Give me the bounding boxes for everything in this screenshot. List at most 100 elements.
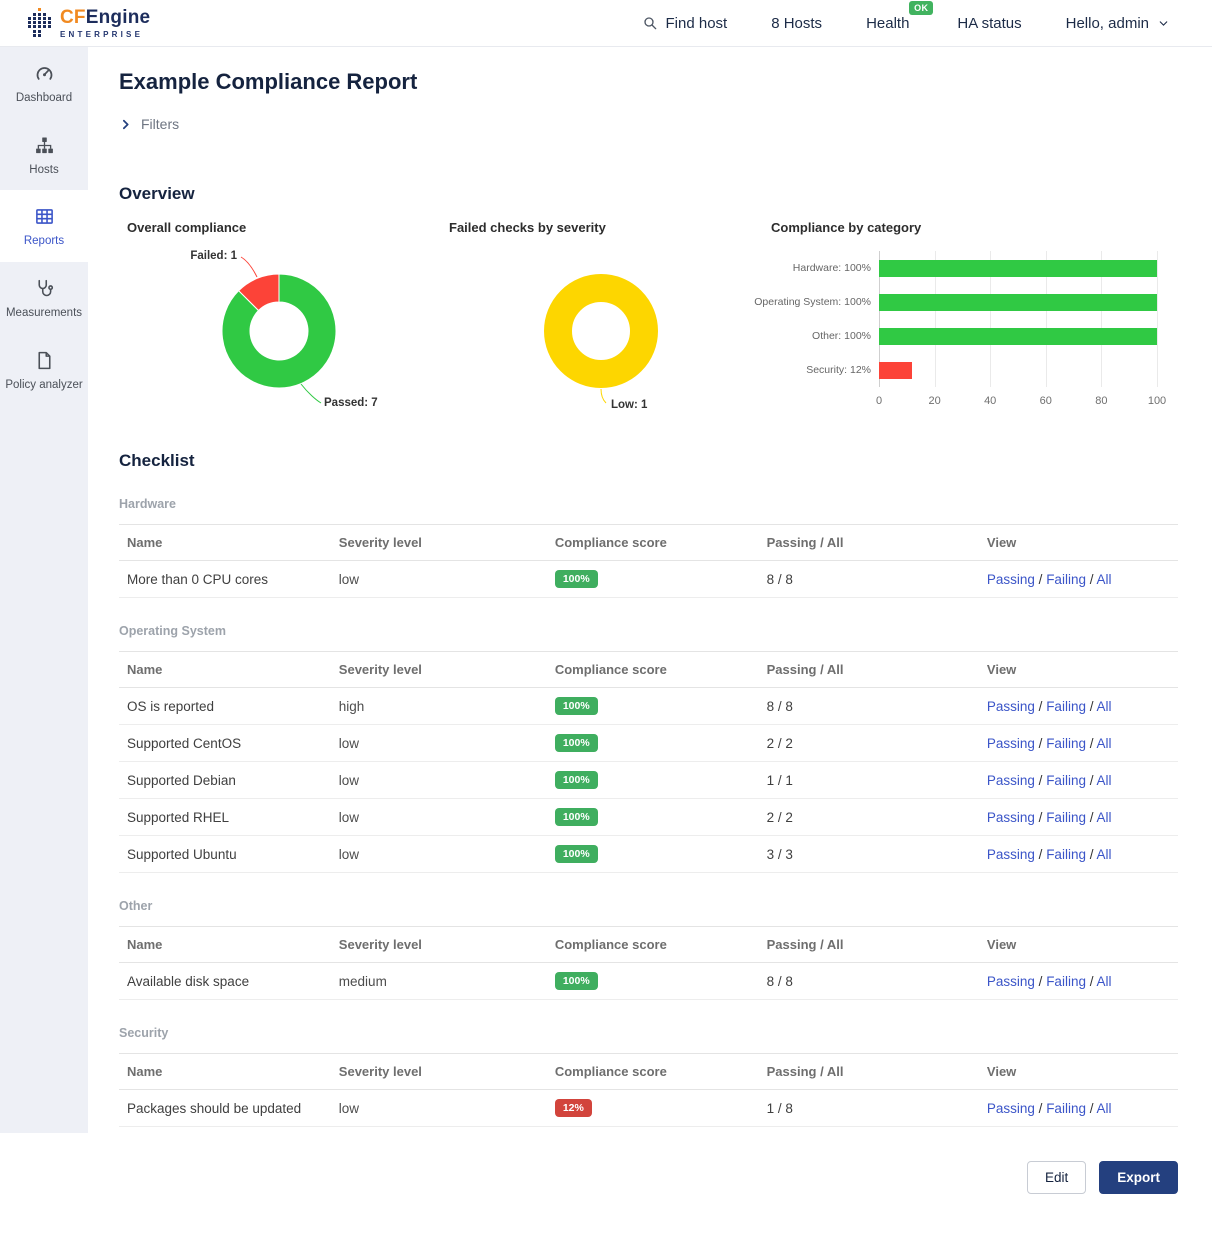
hbar-row <box>879 319 1157 353</box>
ha-status-link[interactable]: HA status <box>957 15 1021 32</box>
view-passing-link[interactable]: Passing <box>987 736 1035 751</box>
passing-all-cell: 2 / 2 <box>759 799 979 836</box>
passing-all-cell: 3 / 3 <box>759 836 979 873</box>
view-failing-link[interactable]: Failing <box>1046 810 1086 825</box>
view-all-link[interactable]: All <box>1096 810 1111 825</box>
chevron-down-icon <box>1157 17 1170 30</box>
view-passing-link[interactable]: Passing <box>987 699 1035 714</box>
column-header-severity-level: Severity level <box>331 1054 547 1090</box>
table-row: Packages should be updatedlow12%1 / 8Pas… <box>119 1090 1178 1127</box>
x-axis-tick-label: 60 <box>1040 395 1052 407</box>
hbar-category-label: Hardware: 100% <box>765 251 871 285</box>
passing-all-cell: 2 / 2 <box>759 725 979 762</box>
view-passing-link[interactable]: Passing <box>987 810 1035 825</box>
view-all-link[interactable]: All <box>1096 974 1111 989</box>
hosts-count-link[interactable]: 8 Hosts <box>771 15 822 32</box>
column-header-severity-level: Severity level <box>331 525 547 561</box>
export-button[interactable]: Export <box>1099 1161 1178 1194</box>
compliance-score-cell: 100% <box>547 963 759 1000</box>
view-all-link[interactable]: All <box>1096 847 1111 862</box>
cfengine-logo[interactable]: CFEngine ENTERPRISE <box>28 8 150 39</box>
group-label: Other <box>119 899 1178 913</box>
view-passing-link[interactable]: Passing <box>987 773 1035 788</box>
sidebar-item-reports[interactable]: Reports <box>0 190 88 262</box>
check-name-cell: Supported RHEL <box>119 799 331 836</box>
health-link[interactable]: Health OK <box>866 15 913 32</box>
severity-cell: low <box>331 836 547 873</box>
view-all-link[interactable]: All <box>1096 736 1111 751</box>
gridline <box>1157 251 1158 387</box>
donut-callout-label: Failed: 1 <box>190 250 237 262</box>
checklist-heading: Checklist <box>119 451 1178 471</box>
view-passing-link[interactable]: Passing <box>987 1101 1035 1116</box>
find-host-search[interactable]: Find host <box>642 15 728 32</box>
view-failing-link[interactable]: Failing <box>1046 572 1086 587</box>
view-passing-link[interactable]: Passing <box>987 572 1035 587</box>
checklist-table: NameSeverity levelCompliance scorePassin… <box>119 926 1178 1000</box>
view-passing-link[interactable]: Passing <box>987 974 1035 989</box>
filters-label: Filters <box>141 116 179 132</box>
compliance-score-badge: 100% <box>555 808 598 826</box>
severity-cell: low <box>331 725 547 762</box>
x-axis-ticks: 020406080100 <box>879 395 1157 411</box>
x-axis-tick-label: 40 <box>984 395 996 407</box>
column-header-compliance-score: Compliance score <box>547 525 759 561</box>
sidebar: DashboardHostsReports Measurements Policy … <box>0 47 88 1133</box>
column-header-name: Name <box>119 927 331 963</box>
bar-operating-system[interactable] <box>879 294 1157 311</box>
view-all-link[interactable]: All <box>1096 773 1111 788</box>
checklist-group-other: Other NameSeverity levelCompliance scoreP… <box>119 899 1178 1000</box>
view-all-link[interactable]: All <box>1096 699 1111 714</box>
edit-button[interactable]: Edit <box>1027 1161 1086 1194</box>
hbar-plot-area: 020406080100 <box>879 251 1157 411</box>
sidebar-item-label: Measurements <box>6 307 82 320</box>
callout-connector <box>601 389 606 403</box>
column-header-view: View <box>979 1054 1178 1090</box>
chart-title: Overall compliance <box>127 220 441 235</box>
column-header-passing-all: Passing / All <box>759 525 979 561</box>
group-label: Operating System <box>119 624 1178 638</box>
view-passing-link[interactable]: Passing <box>987 847 1035 862</box>
view-failing-link[interactable]: Failing <box>1046 773 1086 788</box>
check-name-cell: Supported CentOS <box>119 725 331 762</box>
view-failing-link[interactable]: Failing <box>1046 847 1086 862</box>
link-separator: / <box>1086 810 1097 825</box>
sidebar-item-hosts[interactable]: Hosts <box>0 119 88 191</box>
bar-security[interactable] <box>879 362 912 379</box>
user-menu-label: Hello, admin <box>1066 15 1149 32</box>
column-header-name: Name <box>119 1054 331 1090</box>
top-header: CFEngine ENTERPRISE Find host 8 Hosts He… <box>0 0 1212 47</box>
view-failing-link[interactable]: Failing <box>1046 974 1086 989</box>
sidebar-item-measurements[interactable]: Measurements <box>0 262 88 334</box>
column-header-compliance-score: Compliance score <box>547 1054 759 1090</box>
checklist-group-operating-system: Operating SystemNameSeverity levelCompli… <box>119 624 1178 873</box>
x-axis-tick-label: 100 <box>1148 395 1166 407</box>
hbar-row <box>879 251 1157 285</box>
sidebar-item-dashboard[interactable]: Dashboard <box>0 47 88 119</box>
passing-all-cell: 1 / 1 <box>759 762 979 799</box>
view-all-link[interactable]: All <box>1096 572 1111 587</box>
page-title: Example Compliance Report <box>119 69 1178 95</box>
bar-hardware[interactable] <box>879 260 1157 277</box>
compliance-score-badge: 100% <box>555 697 598 715</box>
reports-icon <box>34 206 55 227</box>
view-failing-link[interactable]: Failing <box>1046 699 1086 714</box>
checklist-group-hardware: HardwareNameSeverity levelCompliance sco… <box>119 497 1178 598</box>
chevron-right-icon <box>119 118 132 131</box>
cfengine-logo-mark <box>28 8 52 38</box>
view-failing-link[interactable]: Failing <box>1046 1101 1086 1116</box>
link-separator: / <box>1086 572 1097 587</box>
view-all-link[interactable]: All <box>1096 1101 1111 1116</box>
link-separator: / <box>1035 699 1046 714</box>
compliance-score-cell: 100% <box>547 799 759 836</box>
donut-slice-low[interactable] <box>558 288 644 374</box>
column-header-passing-all: Passing / All <box>759 1054 979 1090</box>
view-failing-link[interactable]: Failing <box>1046 736 1086 751</box>
link-separator: / <box>1086 736 1097 751</box>
link-separator: / <box>1035 773 1046 788</box>
user-menu[interactable]: Hello, admin <box>1066 15 1170 32</box>
link-separator: / <box>1086 847 1097 862</box>
sidebar-item-policy-analyzer[interactable]: Policy analyzer <box>0 334 88 406</box>
filters-toggle[interactable]: Filters <box>119 116 179 132</box>
bar-other[interactable] <box>879 328 1157 345</box>
